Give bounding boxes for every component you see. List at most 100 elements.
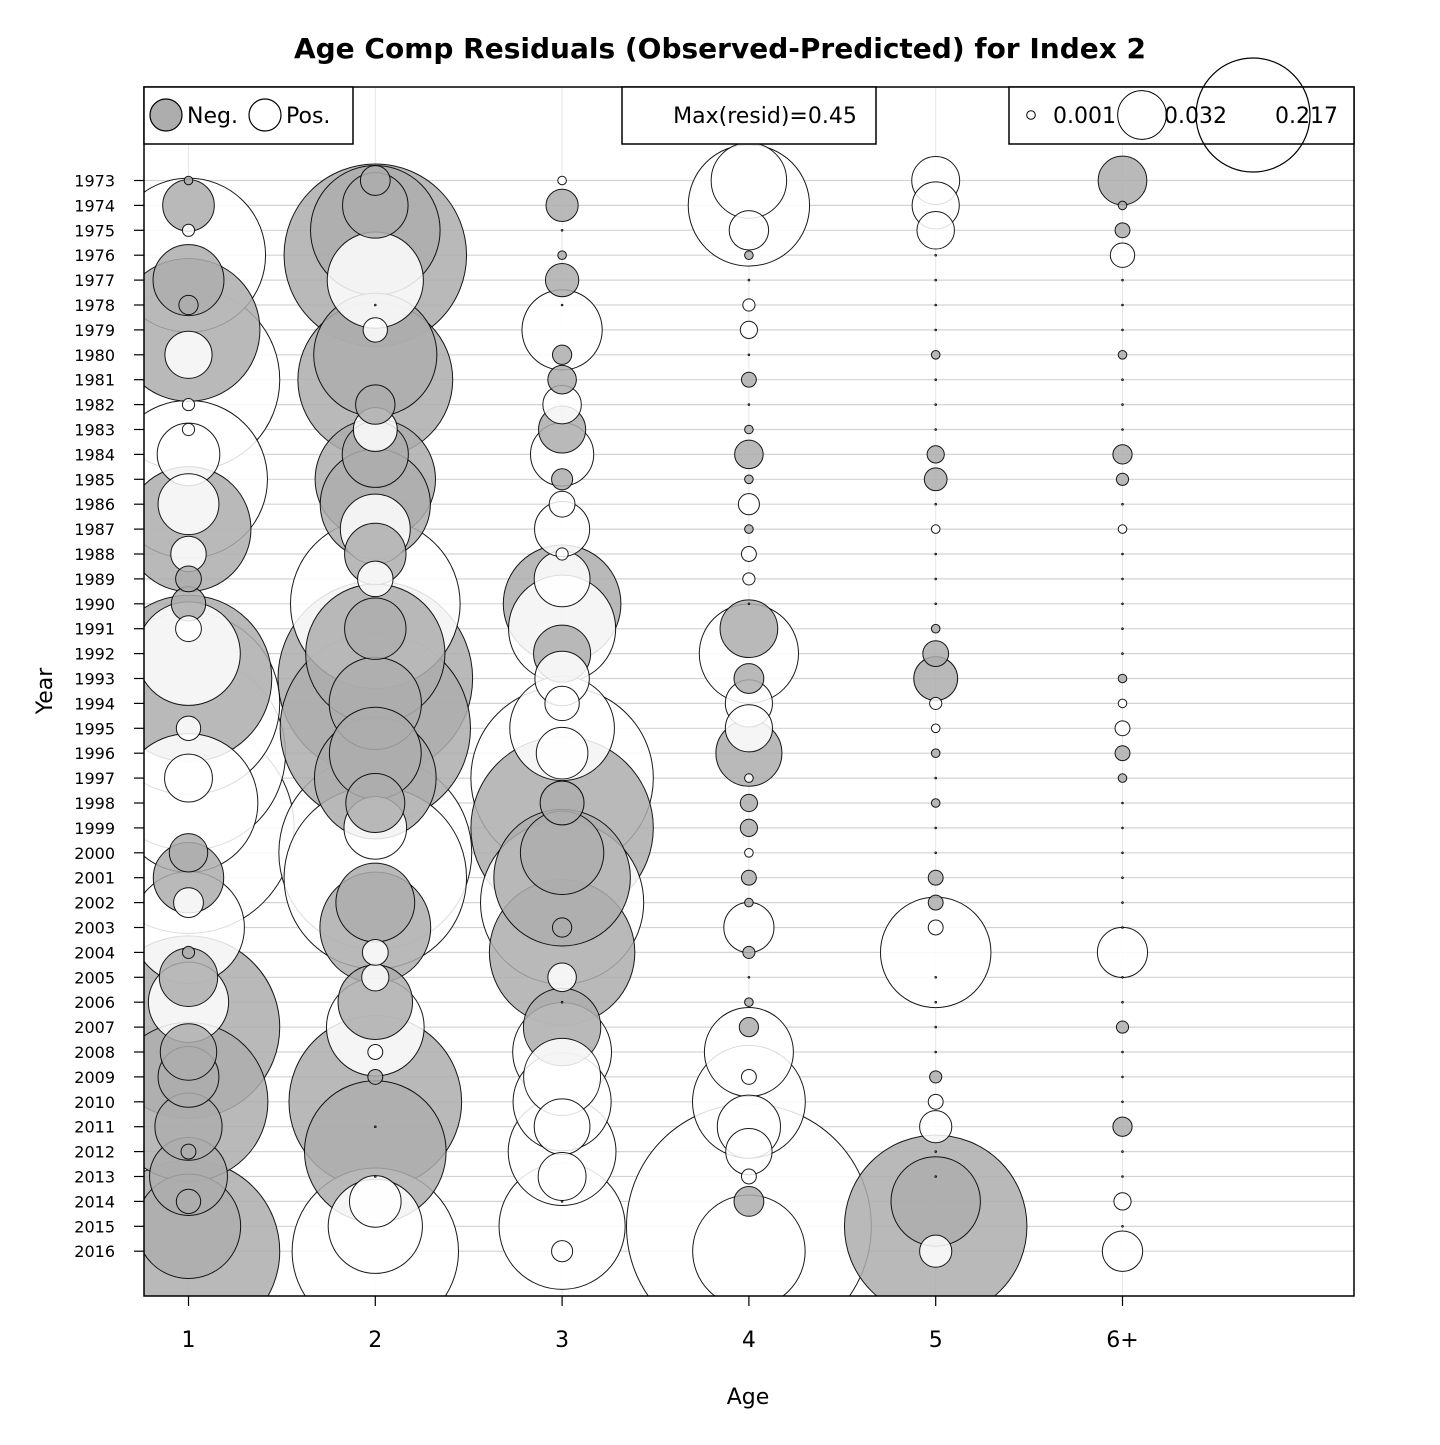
y-tick-label: 1991 xyxy=(74,620,115,639)
residual-bubble xyxy=(1121,303,1124,307)
x-tick-label: 4 xyxy=(742,1328,756,1353)
y-tick-label: 1980 xyxy=(74,346,115,365)
residual-bubble xyxy=(357,560,394,598)
residual-bubble xyxy=(926,445,945,464)
residual-bubble xyxy=(548,490,576,518)
y-tick-label: 2009 xyxy=(74,1068,115,1087)
y-tick-label: 2010 xyxy=(74,1093,115,1112)
residual-bubble xyxy=(1121,926,1124,929)
y-tick-label: 1984 xyxy=(74,445,115,464)
residual-bubble xyxy=(725,1127,773,1176)
y-tick-label: 2000 xyxy=(74,844,115,863)
residual-bubble xyxy=(1121,1000,1124,1004)
residual-bubble xyxy=(930,748,941,759)
residual-bubble xyxy=(934,303,938,307)
y-tick-label: 2016 xyxy=(74,1242,115,1261)
residual-bubble xyxy=(930,349,941,360)
residual-bubble xyxy=(159,1023,218,1081)
y-tick-label: 1990 xyxy=(74,595,115,614)
y-tick-label: 1973 xyxy=(74,172,115,191)
residual-bubble xyxy=(535,726,589,780)
residual-bubble xyxy=(1121,502,1124,506)
residual-bubble xyxy=(157,473,220,536)
residual-bubble xyxy=(744,997,754,1008)
residual-bubble xyxy=(934,1050,938,1054)
legend-sign: Neg. Pos. xyxy=(143,86,354,145)
residual-bubble xyxy=(175,1188,202,1215)
residual-bubble xyxy=(1121,1225,1124,1228)
residual-bubble xyxy=(551,468,574,491)
y-tick-label: 1987 xyxy=(74,520,115,539)
residual-bubble xyxy=(560,229,564,232)
residual-bubble xyxy=(742,572,756,586)
residual-bubble xyxy=(739,818,759,838)
residual-bubble xyxy=(733,663,765,694)
residual-bubble xyxy=(551,917,573,938)
residual-bubble xyxy=(919,1234,953,1268)
residual-bubble xyxy=(345,773,406,833)
residual-bubble xyxy=(742,945,756,959)
residual-bubble xyxy=(1096,926,1149,978)
residual-bubble xyxy=(560,1000,564,1004)
residual-bubble xyxy=(930,723,941,734)
y-tick-label: 1993 xyxy=(74,670,115,689)
residual-bubble xyxy=(934,552,938,556)
residual-bubble xyxy=(361,938,389,966)
y-tick-label: 1982 xyxy=(74,396,115,415)
residual-bubble xyxy=(1121,976,1124,979)
y-tick-label: 1995 xyxy=(74,719,115,738)
residual-bubble xyxy=(367,1044,384,1060)
residual-bubble xyxy=(930,798,941,808)
y-tick-label: 1975 xyxy=(74,221,115,240)
residual-bubble xyxy=(1121,378,1124,382)
residual-bubble xyxy=(719,599,779,659)
residual-bubble xyxy=(183,175,194,186)
residual-bubble xyxy=(1115,472,1130,486)
y-tick-label: 1978 xyxy=(74,296,115,315)
residual-bubble xyxy=(181,422,196,437)
residual-bubble xyxy=(934,403,938,406)
x-tick-label: 1 xyxy=(182,1328,196,1353)
residual-bubble xyxy=(1121,652,1124,655)
residual-bubble xyxy=(740,371,757,388)
residual-bubble xyxy=(544,685,580,722)
residual-bubble xyxy=(551,1240,574,1263)
residual-bubble xyxy=(1121,1175,1124,1178)
legend-neg-circle xyxy=(149,98,183,132)
residual-bubble xyxy=(164,330,213,379)
residual-bubble xyxy=(1121,1100,1124,1104)
residual-bubble xyxy=(934,826,938,830)
residual-bubble xyxy=(744,847,754,858)
residual-bubble xyxy=(747,353,751,357)
residual-bubble xyxy=(739,793,759,813)
residual-bubble xyxy=(1117,200,1128,211)
residual-bubble xyxy=(374,303,377,307)
residual-bubble xyxy=(1121,328,1124,332)
residual-bubble xyxy=(740,869,757,886)
residual-bubble xyxy=(747,976,751,979)
y-tick-label: 1997 xyxy=(74,769,115,788)
legend-size-circle-small xyxy=(1026,110,1036,120)
legend-size-circle-medium xyxy=(1117,90,1167,140)
residual-bubble xyxy=(348,1175,402,1228)
residual-bubble xyxy=(547,364,577,395)
residual-bubble xyxy=(929,696,943,710)
residual-bubble xyxy=(934,577,938,581)
residual-bubble xyxy=(740,546,757,562)
residual-bubble xyxy=(1117,349,1128,360)
residual-bubble xyxy=(1121,403,1124,406)
legend-pos-label: Pos. xyxy=(286,104,330,129)
legend-pos-circle xyxy=(248,98,282,132)
residual-bubble xyxy=(539,780,585,826)
residual-bubble xyxy=(747,602,751,606)
residual-bubble xyxy=(1121,428,1124,431)
residual-bubble xyxy=(927,894,944,911)
residual-bubble xyxy=(1117,698,1128,709)
residual-bubble xyxy=(181,945,196,959)
y-tick-label: 2012 xyxy=(74,1143,115,1162)
residual-bubble xyxy=(934,776,938,780)
y-tick-label: 1974 xyxy=(74,196,115,215)
residual-bubble xyxy=(557,250,567,261)
residual-bubble xyxy=(1121,552,1124,556)
